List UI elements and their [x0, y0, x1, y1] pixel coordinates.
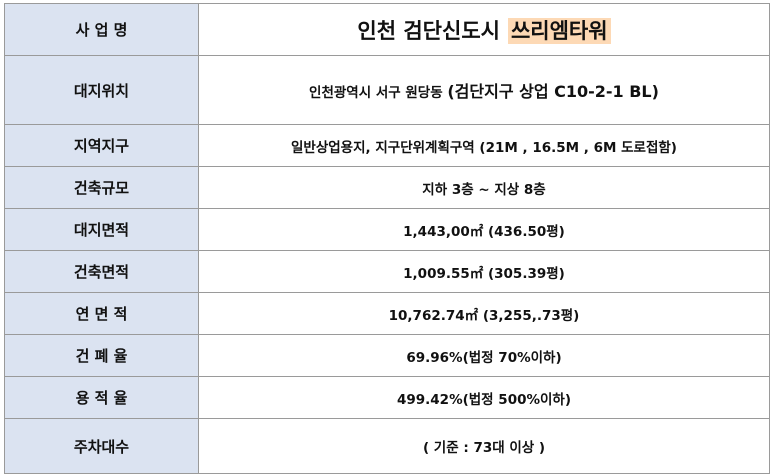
value-zoning: 일반상업용지, 지구단위계획구역 (21M , 16.5M , 6M 도로접함): [198, 124, 770, 167]
row-building-scale: 건축규모 지하 3층 ~ 지상 8층: [4, 166, 770, 209]
label-building-scale: 건축규모: [4, 166, 199, 209]
label-floor-area-ratio: 용 적 율: [4, 376, 199, 419]
row-building-area: 건축면적 1,009.55㎡ (305.39평): [4, 250, 770, 293]
site-location-address: 인천광역시 서구 원당동: [309, 85, 443, 101]
value-site-area: 1,443,00㎡ (436.50평): [198, 208, 770, 251]
value-project-name: 인천 검단신도시 쓰리엠타워: [198, 3, 770, 56]
value-gross-floor-area: 10,762.74㎡ (3,255,.73평): [198, 292, 770, 335]
value-site-location: 인천광역시 서구 원당동 (검단지구 상업 C10-2-1 BL): [198, 55, 770, 125]
value-building-coverage: 69.96%(법정 70%이하): [198, 334, 770, 377]
row-site-location: 대지위치 인천광역시 서구 원당동 (검단지구 상업 C10-2-1 BL): [4, 55, 770, 125]
value-parking: ( 기준 : 73대 이상 ): [198, 418, 770, 474]
label-building-coverage: 건 폐 율: [4, 334, 199, 377]
site-location-block: (검단지구 상업 C10-2-1 BL): [447, 82, 659, 101]
value-building-area: 1,009.55㎡ (305.39평): [198, 250, 770, 293]
label-gross-floor-area: 연 면 적: [4, 292, 199, 335]
project-name-highlight: 쓰리엠타워: [507, 17, 611, 44]
label-site-location: 대지위치: [4, 55, 199, 125]
row-zoning: 지역지구 일반상업용지, 지구단위계획구역 (21M , 16.5M , 6M …: [4, 124, 770, 167]
row-gross-floor-area: 연 면 적 10,762.74㎡ (3,255,.73평): [4, 292, 770, 335]
row-parking: 주차대수 ( 기준 : 73대 이상 ): [4, 418, 770, 474]
row-floor-area-ratio: 용 적 율 499.42%(법정 500%이하): [4, 376, 770, 419]
row-building-coverage: 건 폐 율 69.96%(법정 70%이하): [4, 334, 770, 377]
label-site-area: 대지면적: [4, 208, 199, 251]
value-building-scale: 지하 3층 ~ 지상 8층: [198, 166, 770, 209]
label-project-name: 사 업 명: [4, 3, 199, 56]
label-building-area: 건축면적: [4, 250, 199, 293]
label-zoning: 지역지구: [4, 124, 199, 167]
project-name-main: 인천 검단신도시: [357, 18, 500, 43]
row-site-area: 대지면적 1,443,00㎡ (436.50평): [4, 208, 770, 251]
project-overview-table: 사 업 명 인천 검단신도시 쓰리엠타워 대지위치 인천광역시 서구 원당동 (검…: [4, 3, 770, 474]
label-parking: 주차대수: [4, 418, 199, 474]
row-project-name: 사 업 명 인천 검단신도시 쓰리엠타워: [4, 3, 770, 56]
value-floor-area-ratio: 499.42%(법정 500%이하): [198, 376, 770, 419]
